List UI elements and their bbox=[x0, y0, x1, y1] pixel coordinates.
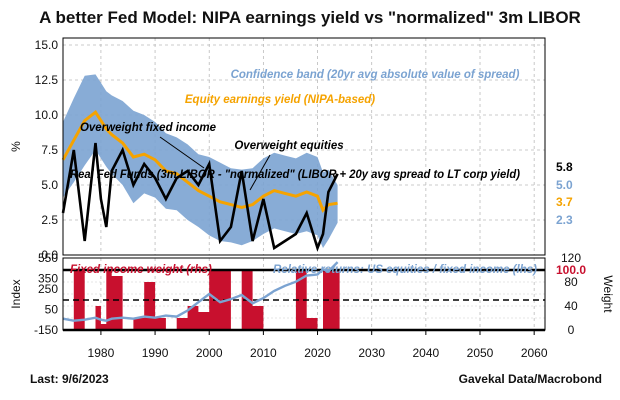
annotation-overweight-equities: Overweight equities bbox=[234, 140, 343, 152]
top-panel-series: Confidence band (20yr avg absolute value… bbox=[61, 69, 520, 252]
bottom-panel-series: Fixed income weight (rhs) Relative return… bbox=[62, 261, 545, 332]
chart-title: A better Fed Model: NIPA earnings yield … bbox=[39, 8, 581, 27]
y-tick-label: 10.0 bbox=[35, 108, 59, 122]
current-weight-label: 100.0 bbox=[556, 263, 586, 277]
real-fed-funds-line bbox=[61, 142, 339, 252]
source-credit: Gavekal Data/Macrobond bbox=[458, 372, 602, 386]
y-left-tick-label: -150 bbox=[34, 323, 58, 337]
annotation-real-fed-funds: Real Fed Funds (3m LIBOR - "normalized" … bbox=[70, 169, 520, 181]
y-left-tick-label: 550 bbox=[38, 251, 58, 265]
annotation-equity-yield: Equity earnings yield (NIPA-based) bbox=[185, 94, 375, 106]
y-tick-label: 5.0 bbox=[41, 178, 58, 192]
right-value-label: 5.8 bbox=[556, 160, 573, 174]
x-tick-label: 1990 bbox=[142, 346, 169, 360]
right-value-label: 3.7 bbox=[556, 195, 573, 209]
y-tick-label: 15.0 bbox=[35, 38, 59, 52]
y-tick-label: 7.5 bbox=[41, 143, 58, 157]
x-tick-label: 2060 bbox=[521, 346, 548, 360]
annotation-confidence-band: Confidence band (20yr avg absolute value… bbox=[231, 69, 520, 81]
right-value-label: 5.0 bbox=[556, 178, 573, 192]
y-left-tick-label: 350 bbox=[38, 272, 58, 286]
x-tick-label: 1980 bbox=[88, 346, 115, 360]
y-right-tick-label: 80 bbox=[564, 275, 578, 289]
annotation-overweight-fixed-income: Overweight fixed income bbox=[80, 122, 217, 134]
axis-labels: 0.0 2.5 5.0 7.5 10.0 12.5 15.0 1980 1990 2000 2010… bbox=[9, 38, 615, 360]
y-tick-label: 0.0 bbox=[41, 248, 58, 262]
annotation-fixed-income-weight: Fixed income weight (rhs) bbox=[70, 264, 212, 276]
arrow-overweight-fixed-income bbox=[159, 136, 205, 169]
annotation-relative-returns: Relative returns: US equities / fixed in… bbox=[273, 264, 537, 276]
x-tick-label: 2000 bbox=[196, 346, 223, 360]
relative-returns-line bbox=[62, 261, 339, 322]
y-tick-label: 12.5 bbox=[35, 73, 59, 87]
y-tick-label: 2.5 bbox=[41, 213, 58, 227]
top-panel-frame bbox=[62, 37, 546, 256]
panel-frames bbox=[62, 37, 546, 335]
x-tick-label: 2020 bbox=[304, 346, 331, 360]
bottom-panel-frame bbox=[62, 257, 546, 331]
confidence-band bbox=[63, 74, 338, 249]
y-right-axis-label: Weight bbox=[601, 275, 615, 313]
y-left-axis-label: Index bbox=[9, 279, 23, 308]
arrow-overweight-equities bbox=[249, 154, 271, 191]
equity-earnings-yield-line bbox=[61, 110, 338, 213]
y-axis-label: % bbox=[9, 141, 23, 152]
y-right-tick-label: 40 bbox=[564, 299, 578, 313]
right-value-label: 2.3 bbox=[556, 213, 573, 227]
x-tick-label: 2050 bbox=[467, 346, 494, 360]
y-right-tick-label: 0 bbox=[568, 323, 575, 337]
x-tick-label: 2010 bbox=[250, 346, 277, 360]
last-date: Last: 9/6/2023 bbox=[30, 372, 109, 386]
y-right-tick-label: 120 bbox=[561, 251, 581, 265]
x-tick-label: 2030 bbox=[358, 346, 385, 360]
x-tick-label: 2040 bbox=[413, 346, 440, 360]
y-left-tick-label: 50 bbox=[45, 302, 59, 316]
y-left-tick-label: 250 bbox=[38, 282, 58, 296]
